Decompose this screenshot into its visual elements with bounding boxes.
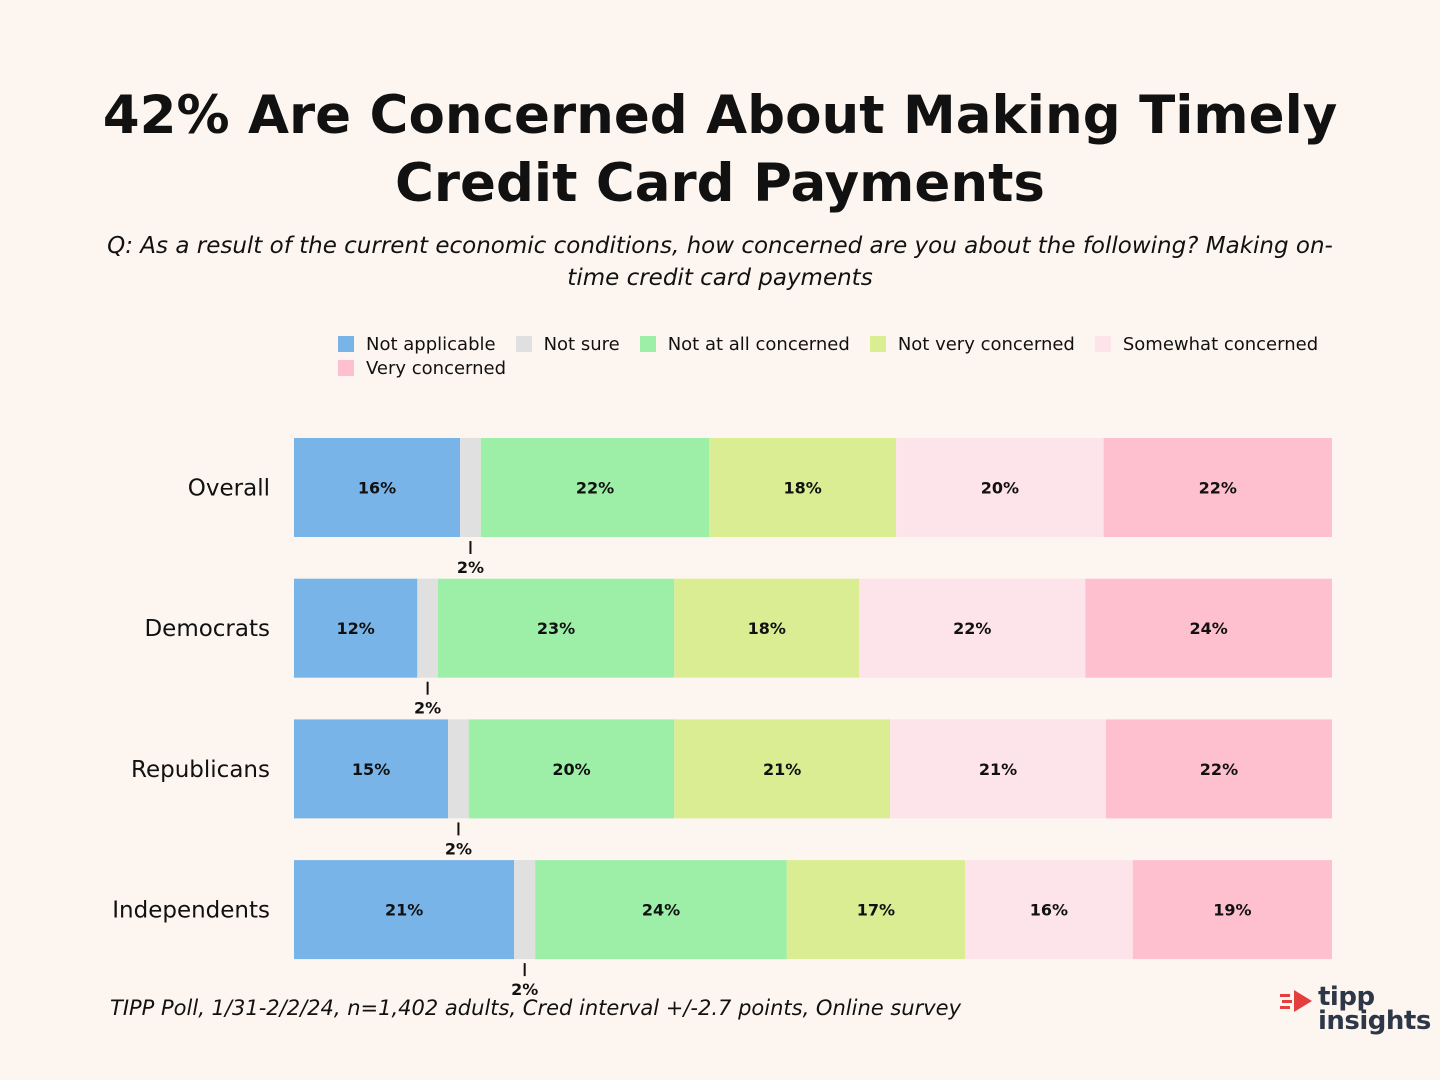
data-label: 18% [783, 479, 821, 498]
data-label: 20% [552, 760, 590, 779]
logo-bar-1 [1280, 994, 1290, 997]
legend-item: Not sure [515, 333, 620, 357]
legend-swatch [869, 336, 886, 352]
legend-label: Somewhat concerned [1122, 334, 1319, 355]
legend-item: Not very concerned [869, 333, 1075, 357]
data-label: 24% [642, 901, 680, 920]
data-label: 24% [1190, 619, 1228, 638]
bar-segment [417, 578, 438, 678]
data-label: 2% [445, 839, 472, 858]
data-label: 16% [1030, 901, 1068, 920]
logo-mark-icon [1280, 990, 1312, 1012]
legend-label: Very concerned [366, 358, 507, 379]
bar-segment [1105, 719, 1332, 819]
legend-label: Not applicable [366, 334, 496, 355]
data-label: 15% [352, 760, 390, 779]
bar-segment [480, 438, 710, 537]
bar-segment [1103, 438, 1332, 537]
data-label: 19% [1213, 901, 1251, 920]
bar-segment [965, 860, 1133, 960]
bar-segment [890, 719, 1106, 819]
data-label: 21% [979, 760, 1017, 779]
legend-swatch [515, 336, 532, 352]
bar-segment [896, 438, 1104, 537]
data-label: 16% [358, 479, 396, 498]
bar-segment [514, 860, 536, 960]
chart-subtitle: Q: As a result of the current economic c… [107, 233, 1333, 291]
bar-segment [1085, 578, 1332, 678]
bar-segment [535, 860, 787, 960]
bar-segment [468, 719, 675, 819]
legend-label: Not sure [543, 334, 620, 355]
data-label: 22% [1199, 479, 1237, 498]
legend-label: Not very concerned [897, 334, 1075, 355]
bar-segment [674, 719, 891, 819]
legend-swatch [338, 336, 354, 352]
bar-segment [674, 578, 860, 678]
legend-label: Not at all concerned [667, 334, 850, 355]
category-label: Overall [188, 476, 270, 502]
bar-segment [709, 438, 897, 537]
data-label: 12% [337, 619, 375, 638]
category-label: Independents [112, 898, 270, 924]
logo-word-2: insights [1318, 1006, 1431, 1036]
data-label: 20% [981, 479, 1019, 498]
bar-segment [294, 860, 515, 960]
legend-item: Somewhat concerned [1094, 333, 1319, 357]
data-label: 23% [537, 619, 575, 638]
category-label: Republicans [131, 757, 270, 783]
bar-segment [1132, 860, 1332, 960]
bar-segment [460, 438, 481, 537]
legend: Not applicable Not sure Not at all concern… [338, 333, 1358, 381]
data-label: 2% [511, 980, 538, 999]
logo-bar-3 [1280, 1006, 1290, 1009]
data-label: 18% [748, 619, 786, 638]
chart-title: 42% Are Concerned About Making Timely Cr… [102, 85, 1338, 214]
data-label: 21% [385, 901, 423, 920]
data-label: 22% [576, 479, 614, 498]
data-label: 17% [857, 901, 895, 920]
bar-segment [859, 578, 1086, 678]
bar-segment [294, 719, 449, 819]
data-label: 2% [414, 699, 441, 718]
legend-swatch [1094, 336, 1111, 352]
data-label: 22% [1200, 760, 1238, 779]
category-label: Democrats [144, 616, 270, 642]
data-label: 22% [953, 619, 991, 638]
logo-bar-2 [1282, 1000, 1292, 1003]
legend-swatch [338, 360, 354, 376]
logo-word-1: tipp [1318, 982, 1375, 1012]
bar-segment [294, 578, 418, 678]
bar-segment [437, 578, 675, 678]
legend-item: Not applicable [338, 333, 496, 357]
legend-item: Very concerned [338, 357, 506, 381]
bar-segment [294, 438, 461, 537]
logo-arrow [1294, 990, 1312, 1012]
tipp-insights-logo: tipp insights [1280, 982, 1431, 1042]
legend-item: Not at all concerned [639, 333, 850, 357]
source-footnote: TIPP Poll, 1/31-2/2/24, n=1,402 adults, … [110, 996, 962, 1020]
data-label: 2% [457, 558, 484, 577]
bar-segment [786, 860, 966, 960]
data-label: 21% [763, 760, 801, 779]
bar-segment [448, 719, 469, 819]
legend-swatch [639, 336, 656, 352]
